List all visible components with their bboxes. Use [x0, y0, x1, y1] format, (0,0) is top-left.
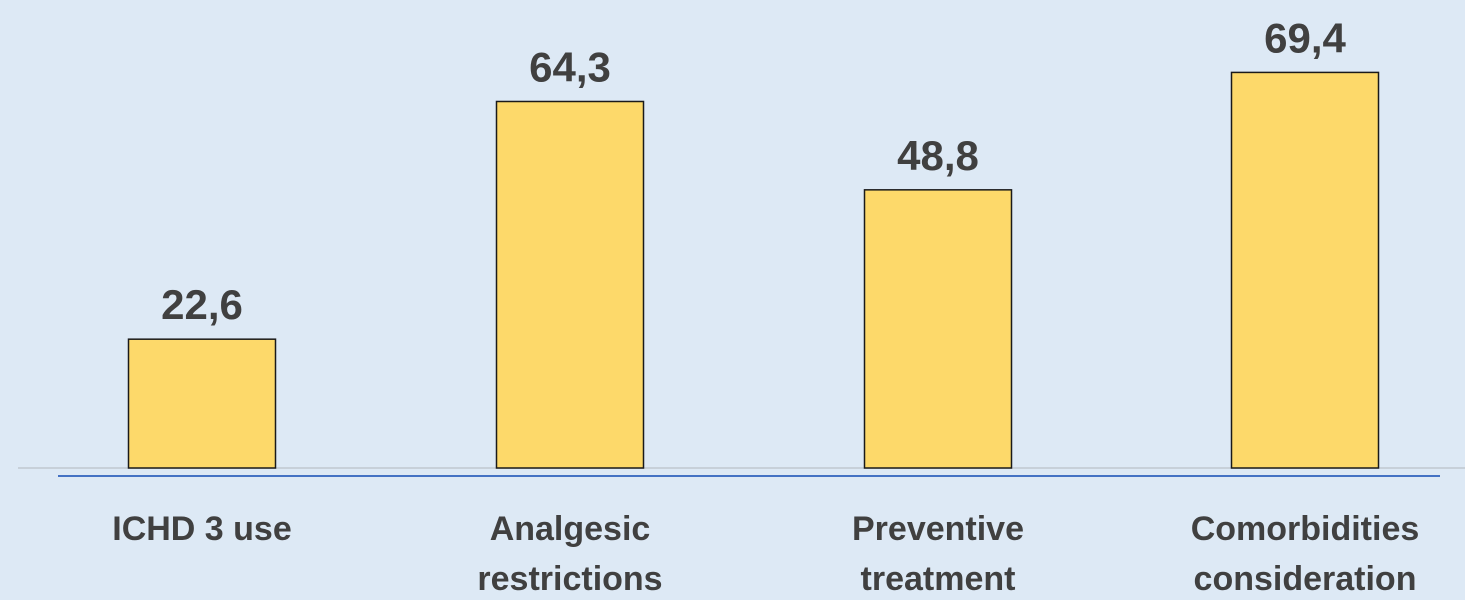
- category-label-3-line-1: consideration: [1194, 560, 1417, 598]
- value-label-1: 64,3: [529, 43, 611, 90]
- value-label-0: 22,6: [161, 281, 243, 328]
- value-labels-group: 22,6 64,3 48,8 69,4: [161, 14, 1346, 328]
- category-label-2-line-0: Preventive: [852, 510, 1024, 548]
- category-label-1-line-1: restrictions: [477, 560, 662, 598]
- bar-0: [127, 338, 277, 469]
- value-label-3: 69,4: [1264, 14, 1346, 61]
- bar-1: [495, 100, 645, 469]
- value-label-2: 48,8: [897, 132, 979, 179]
- bar-2: [863, 189, 1013, 469]
- category-label-1-line-0: Analgesic: [490, 510, 651, 548]
- bar-3: [1230, 71, 1380, 469]
- category-label-0-line-0: ICHD 3 use: [112, 510, 292, 548]
- category-labels-group: ICHD 3 use Analgesic restrictions Preventiv…: [112, 510, 1419, 598]
- category-label-3-line-0: Comorbidities: [1191, 510, 1420, 548]
- category-label-2-line-1: treatment: [861, 560, 1016, 598]
- bars-group: [127, 71, 1380, 469]
